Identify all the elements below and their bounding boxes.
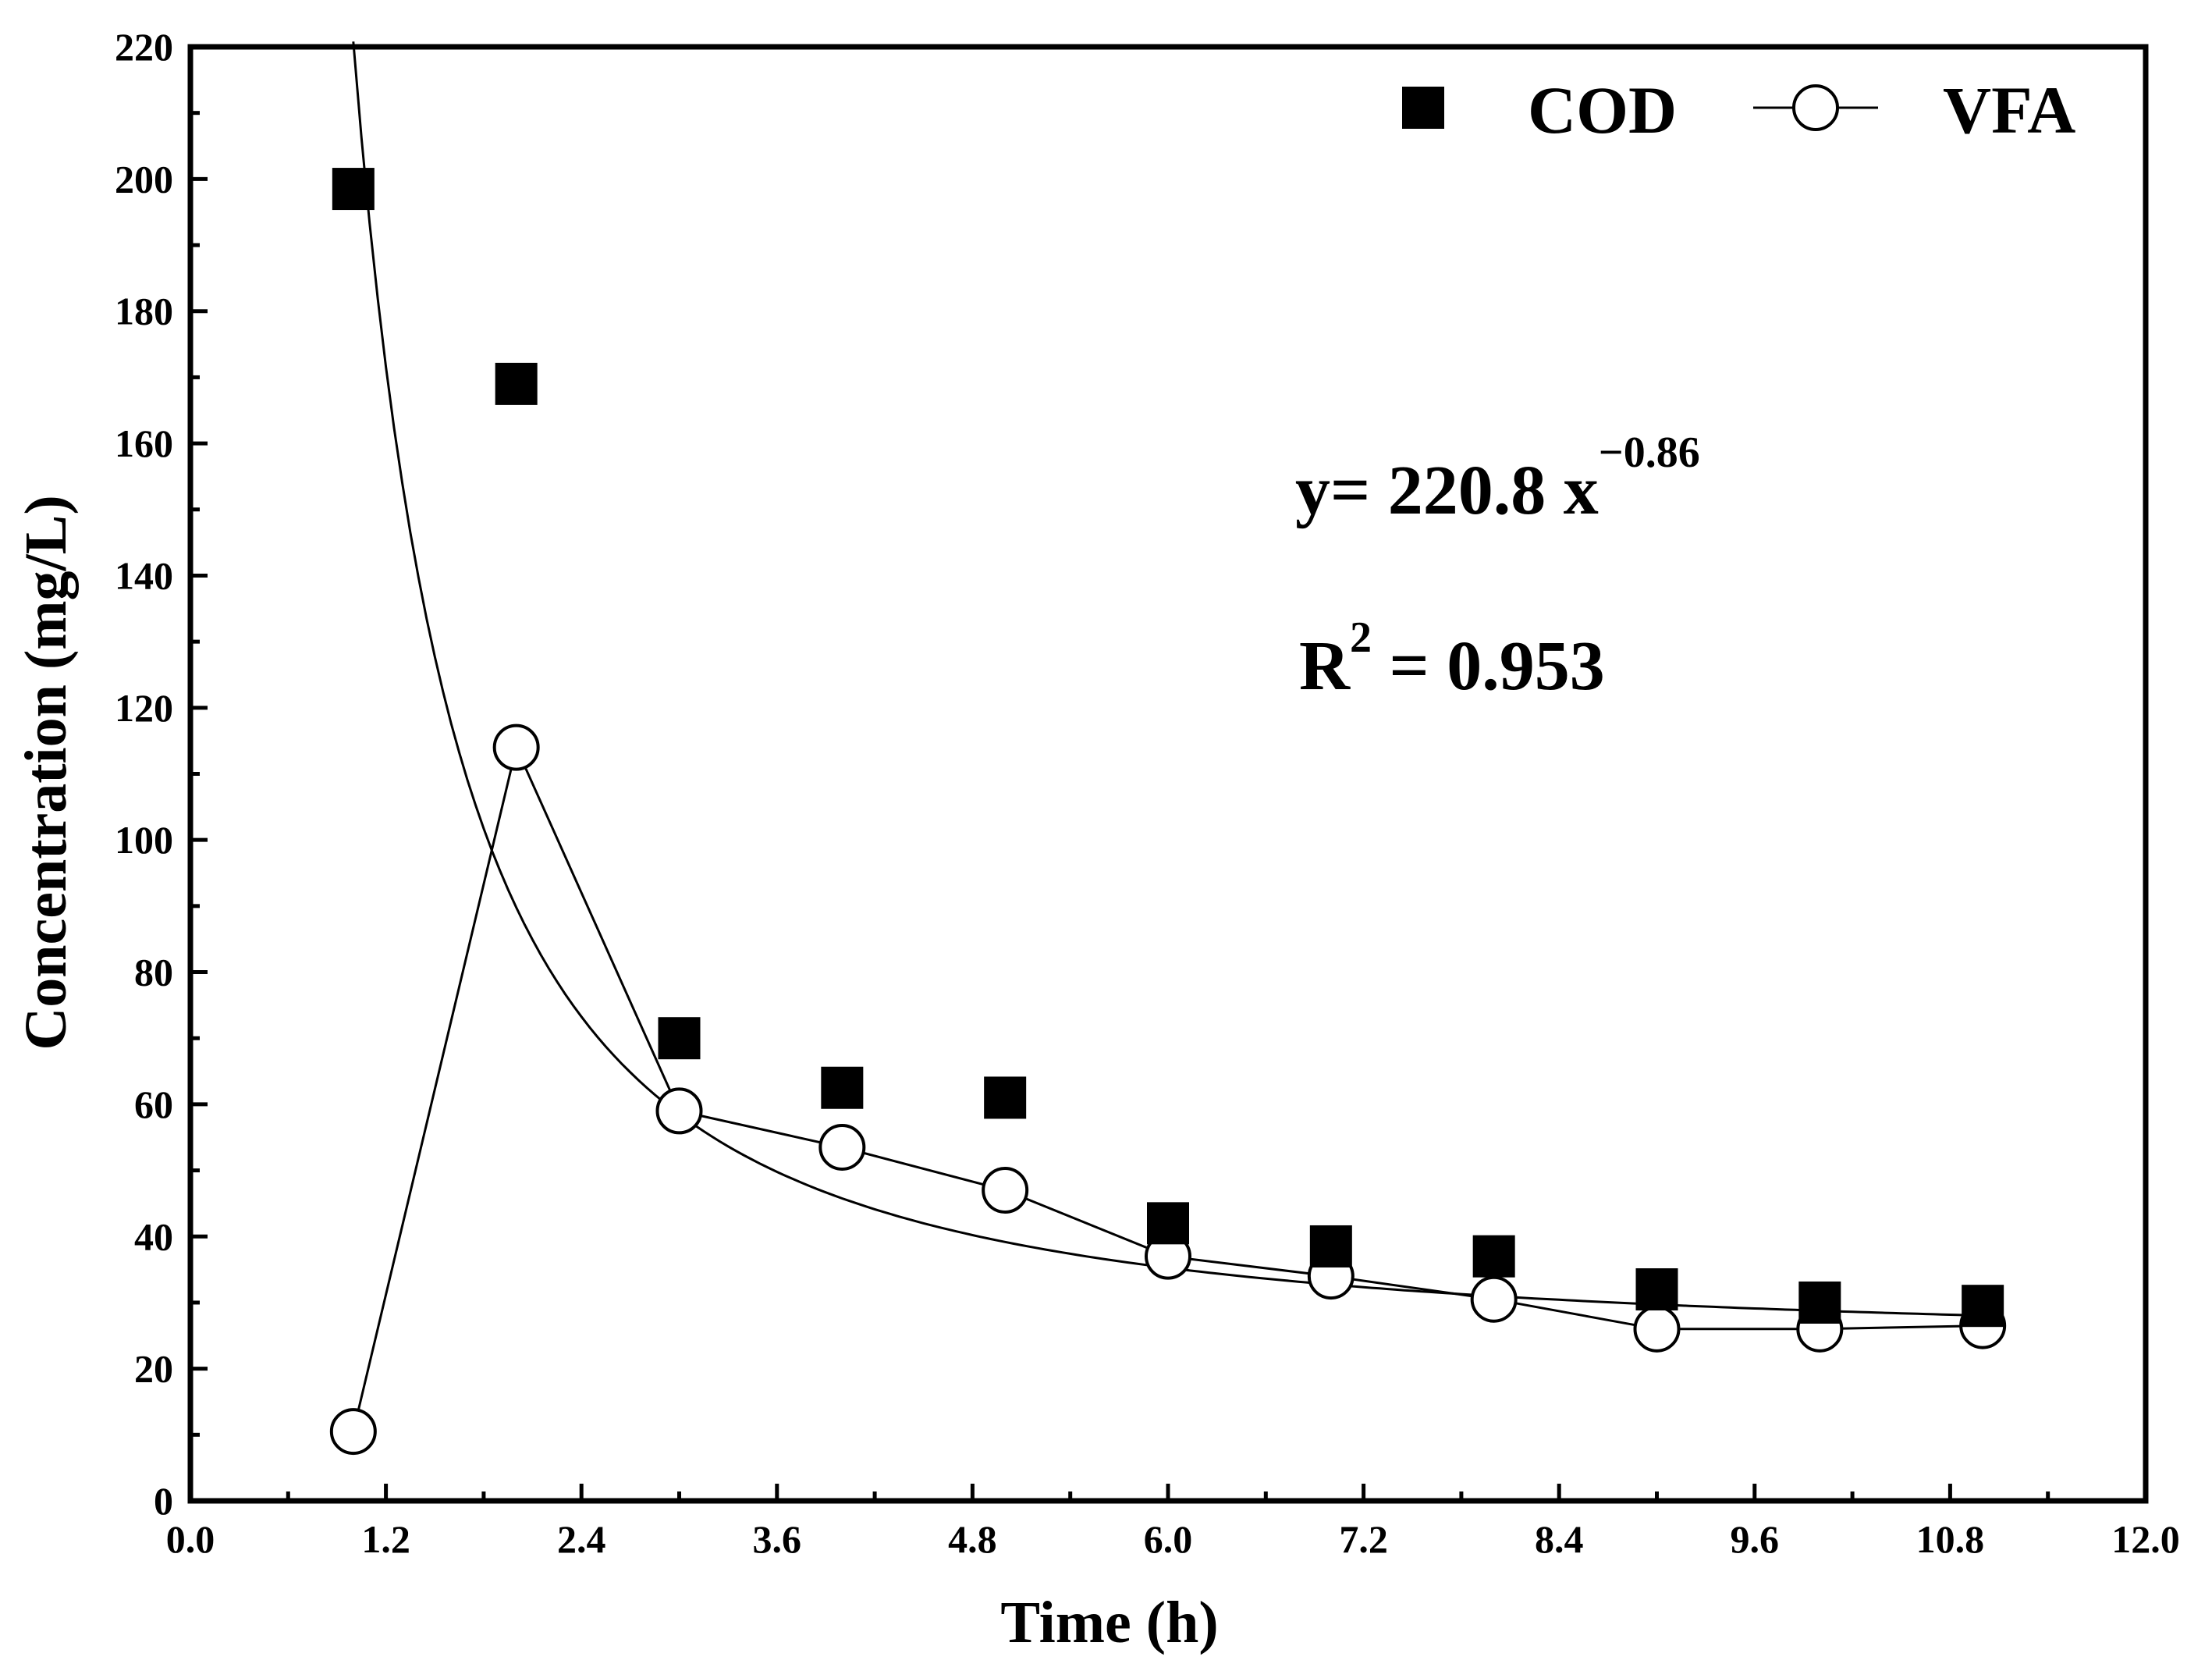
vfa-point [1470, 1275, 1518, 1323]
vfa-line [352, 743, 1983, 1432]
y-tick-label: 20 [134, 1347, 173, 1391]
legend: COD VFA [1402, 73, 2075, 148]
x-axis-title: Time (h) [1000, 1590, 1218, 1655]
vfa-point [329, 1408, 377, 1456]
x-tick-label: 12.0 [2111, 1517, 2180, 1561]
cod-point [984, 1076, 1027, 1119]
cod-point [1962, 1285, 2004, 1328]
x-tick-label: 6.0 [1144, 1517, 1193, 1561]
x-tick-label: 7.2 [1339, 1517, 1388, 1561]
x-axis-ticks: 0.0 1.2 2.4 3.6 4.8 6.0 7.2 8.4 9.6 10.8 12.0 [166, 1484, 2180, 1561]
r-squared: R2 = 0.953 [1299, 613, 1605, 705]
r-squared-exponent: 2 [1350, 613, 1372, 662]
y-tick-label: 0 [154, 1479, 173, 1523]
y-tick-label: 180 [115, 290, 173, 333]
cod-point [1309, 1225, 1352, 1267]
y-axis-ticks: 0 20 40 60 80 100 120 140 160 180 200 220 [115, 25, 208, 1523]
y-tick-label: 140 [115, 553, 173, 597]
x-tick-label: 9.6 [1731, 1517, 1780, 1561]
x-tick-label: 10.8 [1916, 1517, 1985, 1561]
cod-point [1147, 1202, 1189, 1245]
x-tick-label: 4.8 [948, 1517, 997, 1561]
vfa-point [982, 1166, 1029, 1214]
legend-vfa-marker [1792, 84, 1839, 131]
cod-point [821, 1066, 864, 1109]
plot-area: 0.0 1.2 2.4 3.6 4.8 6.0 7.2 8.4 9.6 10.8 12.0 0 20 4… [115, 25, 2180, 1561]
y-tick-label: 200 [115, 157, 173, 201]
legend-cod-label: COD [1528, 73, 1677, 148]
fit-equation-base: y= 220.8 x [1295, 452, 1599, 529]
x-tick-label: 8.4 [1535, 1517, 1584, 1561]
y-tick-label: 60 [134, 1083, 173, 1126]
y-tick-label: 100 [115, 818, 173, 862]
cod-point [658, 1017, 701, 1060]
fit-equation: y= 220.8 x−0.86 [1295, 428, 1700, 529]
y-tick-label: 120 [115, 686, 173, 730]
x-tick-label: 3.6 [753, 1517, 802, 1561]
vfa-point [1633, 1305, 1681, 1353]
x-tick-label: 2.4 [557, 1517, 606, 1561]
cod-point [332, 168, 375, 211]
cod-point [1635, 1268, 1678, 1311]
cod-point [495, 362, 538, 405]
fit-equation-exponent: −0.86 [1599, 428, 1700, 477]
r-squared-symbol: R [1299, 628, 1351, 705]
cod-fit-curve [352, 41, 1983, 1317]
r-squared-value: = 0.953 [1372, 628, 1605, 705]
vfa-point [655, 1087, 703, 1135]
y-tick-label: 80 [134, 951, 173, 994]
cod-point [1798, 1281, 1841, 1324]
y-tick-label: 160 [115, 421, 173, 465]
x-tick-label: 1.2 [361, 1517, 410, 1561]
vfa-point [492, 724, 540, 771]
y-tick-label: 220 [115, 25, 173, 69]
cod-point [1472, 1235, 1515, 1278]
x-tick-label: 0.0 [166, 1517, 215, 1561]
vfa-series [329, 724, 2007, 1456]
vfa-point [818, 1123, 866, 1171]
legend-vfa-label: VFA [1943, 73, 2075, 148]
y-tick-label: 40 [134, 1214, 173, 1258]
plot-frame [187, 44, 2149, 1504]
legend-cod-marker [1402, 87, 1444, 129]
cod-series [332, 168, 2004, 1328]
y-axis-title: Concentration (mg/L) [13, 495, 79, 1050]
